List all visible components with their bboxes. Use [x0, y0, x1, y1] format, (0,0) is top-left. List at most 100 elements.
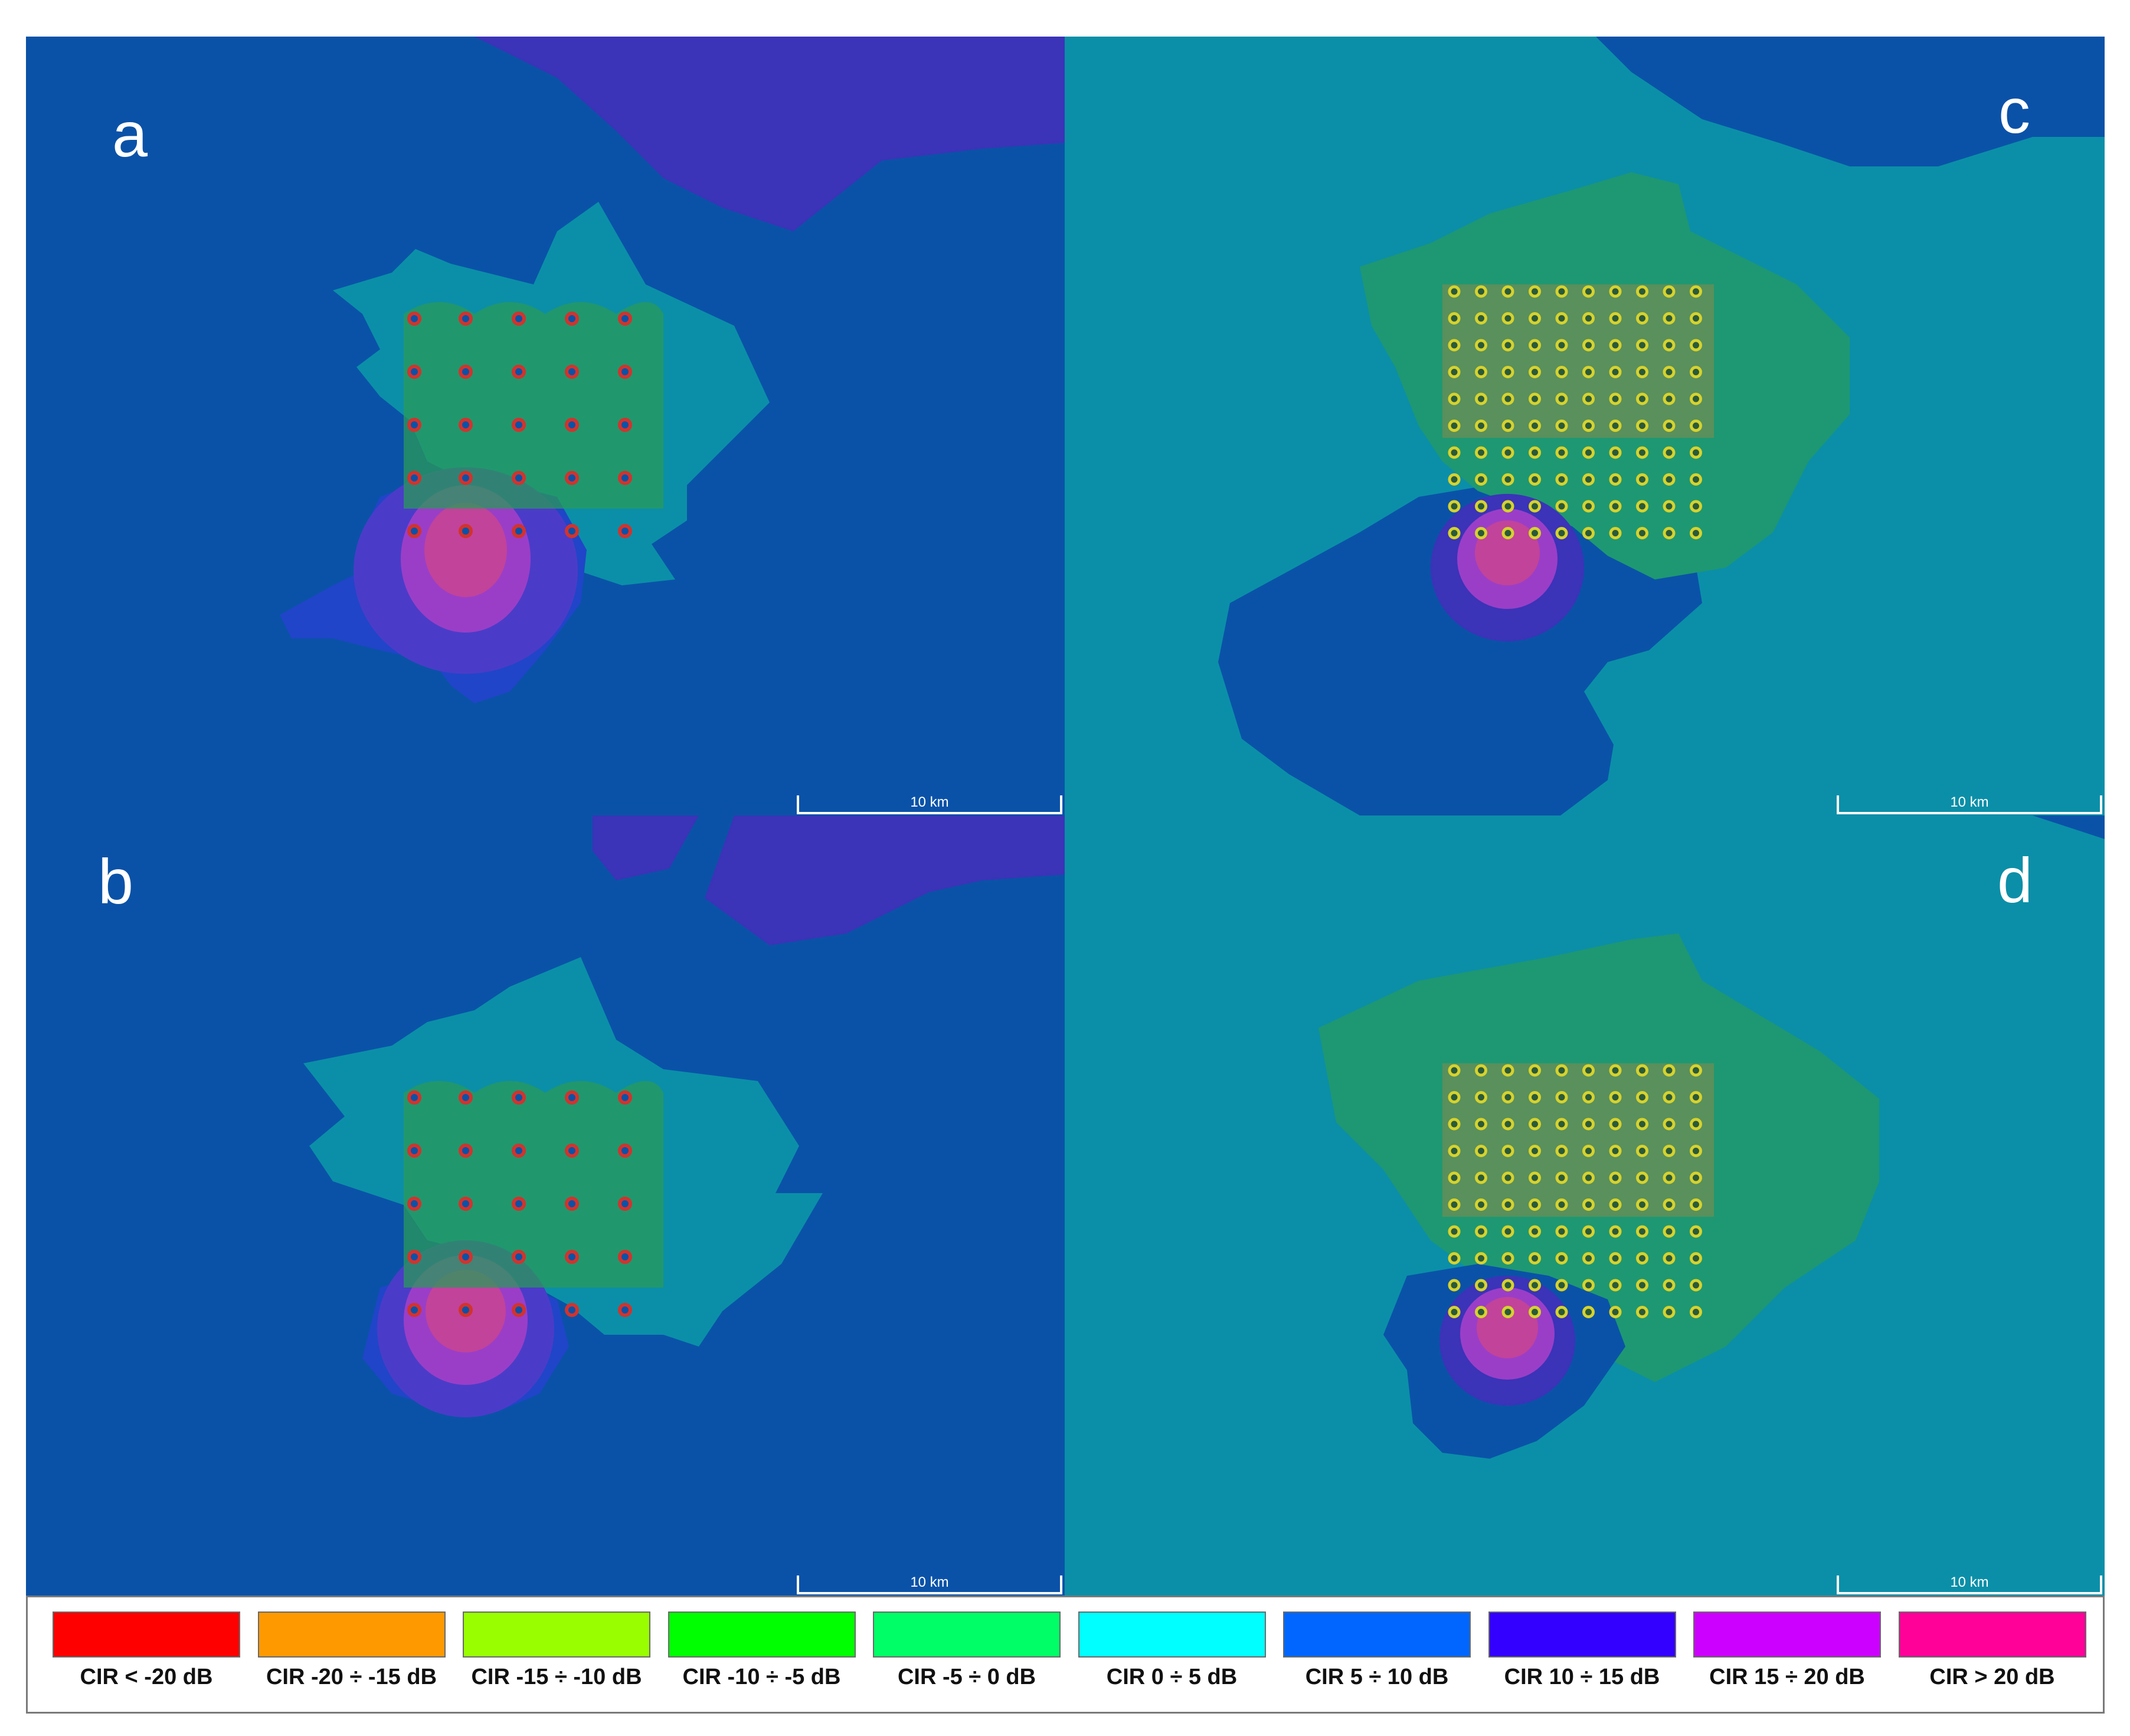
site-marker [1663, 1225, 1676, 1238]
site-marker [1582, 1279, 1595, 1292]
site-marker [1501, 420, 1514, 432]
site-marker [1448, 1118, 1461, 1131]
site-marker [1663, 1198, 1676, 1211]
site-marker [1529, 473, 1541, 486]
site-marker [1582, 312, 1595, 325]
site-marker [1448, 1279, 1461, 1292]
scale-bar-d: 10 km [1837, 1574, 2102, 1594]
site-marker [1555, 1198, 1568, 1211]
legend-swatch [1693, 1611, 1881, 1658]
legend-swatch [1283, 1611, 1471, 1658]
site-marker [1555, 1279, 1568, 1292]
site-marker [1501, 1064, 1514, 1077]
site-marker [1690, 339, 1702, 352]
site-marker [1663, 1306, 1676, 1318]
legend-label: CIR 5 ÷ 10 dB [1305, 1665, 1449, 1689]
site-marker [1555, 420, 1568, 432]
site-marker [1555, 1252, 1568, 1265]
site-marker [1529, 1306, 1541, 1318]
site-marker [1501, 1225, 1514, 1238]
coverage-region-5-10db-top-right [2033, 815, 2105, 839]
site-marker [1609, 420, 1622, 432]
map-panel-d: d 10 km [1065, 815, 2105, 1596]
site-marker [1636, 392, 1648, 405]
site-marker [1636, 446, 1648, 459]
site-marker [1475, 285, 1487, 298]
site-markers-b [407, 1090, 632, 1317]
coverage-region-5-10db-top-right [1596, 37, 2105, 166]
site-marker [1582, 1091, 1595, 1103]
site-marker [1555, 392, 1568, 405]
legend-item: CIR > 20 dB [1898, 1611, 2086, 1690]
site-marker [1555, 473, 1568, 486]
site-marker [1636, 420, 1648, 432]
site-marker [1475, 1198, 1487, 1211]
site-marker [1475, 312, 1487, 325]
site-marker [1448, 527, 1461, 539]
site-marker [1448, 1198, 1461, 1211]
site-marker [1475, 446, 1487, 459]
legend-item: CIR < -20 dB [53, 1611, 240, 1690]
legend-label: CIR -15 ÷ -10 dB [471, 1665, 642, 1689]
site-marker [1690, 312, 1702, 325]
site-marker [1582, 1198, 1595, 1211]
site-marker [1475, 527, 1487, 539]
site-marker [1529, 446, 1541, 459]
site-marker [1690, 446, 1702, 459]
site-marker [1555, 339, 1568, 352]
site-marker [1582, 1252, 1595, 1265]
coverage-region-over-20db-center [424, 503, 507, 597]
site-marker [1636, 312, 1648, 325]
site-marker [1475, 1171, 1487, 1184]
site-marker [1501, 366, 1514, 378]
site-grid-c [1442, 284, 1714, 438]
site-marker [1636, 527, 1648, 539]
site-marker [1582, 446, 1595, 459]
site-marker [1663, 312, 1676, 325]
coverage-map-d [1318, 815, 2105, 1459]
site-marker [1582, 527, 1595, 539]
site-marker [1690, 473, 1702, 486]
site-marker [1663, 1171, 1676, 1184]
site-marker [1448, 312, 1461, 325]
site-marker [1663, 500, 1676, 513]
legend-item: CIR -10 ÷ -5 dB [668, 1611, 856, 1690]
site-marker [1529, 1171, 1541, 1184]
site-marker [1448, 1306, 1461, 1318]
panel-label-a: a [112, 99, 148, 170]
site-marker [1609, 1171, 1622, 1184]
panel-label-c: c [1998, 75, 2030, 146]
legend-swatch [257, 1611, 446, 1658]
site-marker [1501, 1171, 1514, 1184]
site-marker [1636, 473, 1648, 486]
site-marker [1529, 500, 1541, 513]
site-marker [1609, 446, 1622, 459]
site-marker [1636, 500, 1648, 513]
site-marker [1501, 1306, 1514, 1318]
site-marker [1636, 1279, 1648, 1292]
site-marker [1555, 285, 1568, 298]
legend-label: CIR -10 ÷ -5 dB [682, 1665, 841, 1689]
site-marker [1609, 527, 1622, 539]
legend-item: CIR -20 ÷ -15 dB [257, 1611, 446, 1690]
site-marker [1448, 446, 1461, 459]
site-marker [1448, 1252, 1461, 1265]
site-marker [1501, 392, 1514, 405]
site-marker [1448, 1171, 1461, 1184]
site-marker [1609, 392, 1622, 405]
site-marker [1663, 1091, 1676, 1103]
legend-item: CIR 0 ÷ 5 dB [1078, 1611, 1266, 1690]
site-marker [1690, 1198, 1702, 1211]
site-marker [1529, 339, 1541, 352]
site-marker [1609, 339, 1622, 352]
site-marker [1501, 1198, 1514, 1211]
site-marker [1582, 339, 1595, 352]
site-marker [1501, 339, 1514, 352]
site-marker [1475, 1252, 1487, 1265]
site-marker [1448, 366, 1461, 378]
legend-swatch [1488, 1611, 1676, 1658]
site-marker [1663, 1279, 1676, 1292]
site-marker [1690, 1145, 1702, 1157]
site-marker [1609, 285, 1622, 298]
